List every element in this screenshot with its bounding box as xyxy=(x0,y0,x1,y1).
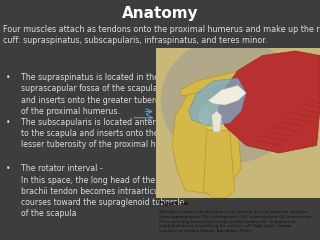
Text: The subscapularis is located anterior
to the scapula and inserts onto the
lesser: The subscapularis is located anterior to… xyxy=(21,118,188,149)
Text: Anatomy: Anatomy xyxy=(122,6,198,21)
Polygon shape xyxy=(189,78,246,126)
Polygon shape xyxy=(172,85,241,193)
Text: Shoulder anatomy. Illustrations of (a) anterior and (b) posterior shoulder
show : Shoulder anatomy. Illustrations of (a) a… xyxy=(159,210,311,233)
Circle shape xyxy=(161,37,299,163)
Text: •: • xyxy=(6,164,10,173)
Polygon shape xyxy=(212,111,221,132)
Text: •: • xyxy=(6,118,10,127)
Text: Figure 1a:: Figure 1a: xyxy=(159,201,190,206)
Text: •: • xyxy=(6,73,10,82)
Text: The rotator interval -
In this space, the long head of the biceps
brachii tendon: The rotator interval - In this space, th… xyxy=(21,164,188,218)
Polygon shape xyxy=(218,51,320,153)
Polygon shape xyxy=(208,85,246,105)
Polygon shape xyxy=(204,131,235,198)
Circle shape xyxy=(200,99,236,132)
Text: Four muscles attach as tendons onto the proximal humerus and make up the rotator: Four muscles attach as tendons onto the … xyxy=(3,25,320,45)
Ellipse shape xyxy=(198,105,212,126)
Polygon shape xyxy=(180,63,317,96)
Text: The supraspinatus is located in the
suprascapular fossa of the scapula
and inser: The supraspinatus is located in the supr… xyxy=(21,73,173,116)
